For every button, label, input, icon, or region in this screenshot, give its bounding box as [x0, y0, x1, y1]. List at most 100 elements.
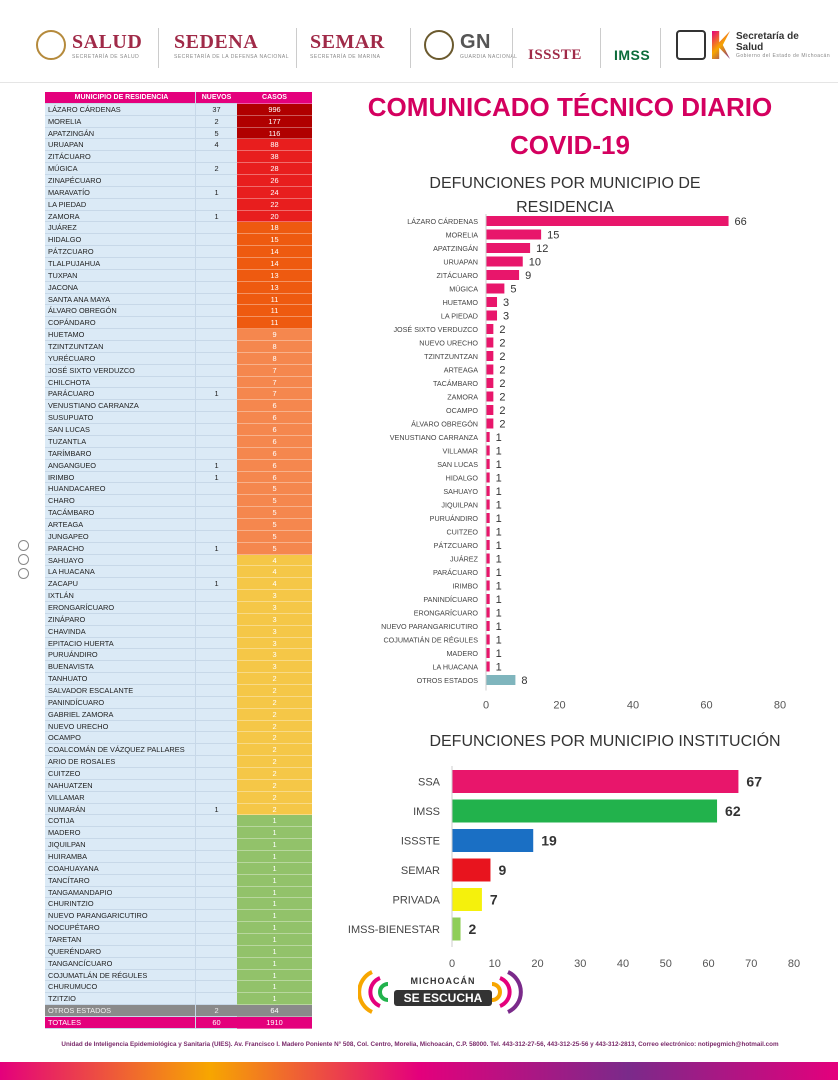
chart1-data-label: 1	[496, 446, 502, 458]
chart1-tick-label: 60	[700, 700, 712, 712]
cases-cell: 1	[237, 827, 312, 840]
cases-cell: 2	[237, 767, 312, 780]
chart1-category-label: ZITÁCUARO	[436, 271, 478, 280]
cases-cell: 1	[237, 886, 312, 899]
chart2-bar	[452, 917, 461, 941]
new-cases-cell	[195, 317, 237, 330]
cases-cell: 28	[237, 163, 312, 176]
new-cases-cell: 5	[195, 127, 237, 140]
municipality-cell: SAHUAYO	[45, 554, 195, 567]
chart1-data-label: 3	[503, 297, 509, 309]
chart1-data-label: 1	[496, 432, 502, 444]
brand-line2: SE ESCUCHA	[394, 990, 492, 1006]
cases-cell: 2	[237, 673, 312, 685]
cases-cell: 2	[237, 720, 312, 733]
chart1-data-label: 2	[499, 351, 505, 363]
municipality-cell: TANHUATO	[45, 673, 195, 685]
municipality-cell: TARÍMBARO	[45, 447, 195, 460]
municipality-cell: ARIO DE ROSALES	[45, 756, 195, 768]
table-row: MARAVATÍO 1 24	[45, 186, 312, 199]
chart1-category-label: IRIMBO	[452, 582, 478, 591]
cases-cell: 2	[237, 791, 312, 804]
chart2-data-label: 62	[725, 803, 741, 819]
cases-cell: 996	[237, 103, 312, 116]
cases-cell: 1	[237, 898, 312, 911]
table-row: OCAMPO 2	[45, 732, 312, 745]
table-row-totales: TOTALES 60 1910	[45, 1017, 312, 1029]
municipality-cell: CHILCHOTA	[45, 376, 195, 389]
table-row: YURÉCUARO 8	[45, 352, 312, 365]
chart1-category-label: COJUMATIÁN DE RÉGULES	[383, 636, 478, 645]
table-row: TARETAN 1	[45, 934, 312, 946]
cases-cell: 6	[237, 447, 312, 460]
municipality-cell: TANGANCÍCUARO	[45, 957, 195, 970]
chart1-data-label: 2	[499, 324, 505, 336]
cases-cell: 1	[237, 981, 312, 994]
logo-gn: GN GUARDIA NACIONAL	[424, 20, 517, 70]
gn-seal-icon	[424, 30, 454, 60]
cases-cell: 1	[237, 862, 312, 875]
table-row: PURUÁNDIRO 3	[45, 649, 312, 662]
divider	[410, 28, 411, 68]
cases-cell: 88	[237, 139, 312, 152]
cases-cell: 1	[237, 969, 312, 982]
chart1-category-label: LA HUACANA	[432, 663, 478, 672]
cases-cell: 11	[237, 305, 312, 318]
new-cases-cell	[195, 590, 237, 602]
cases-cell: 177	[237, 115, 312, 128]
municipality-cell: MÚGICA	[45, 163, 195, 176]
chart1-category-label: JIQUILPAN	[441, 501, 478, 510]
chart1-bar	[486, 634, 490, 645]
new-cases-cell	[195, 696, 237, 709]
chart1-data-label: 12	[536, 243, 548, 255]
chart1-category-label: URUAPAN	[443, 258, 478, 267]
cases-cell: 6	[237, 471, 312, 484]
chart1-bar	[486, 513, 490, 523]
municipality-cell: COALCOMÁN DE VÁZQUEZ PALLARES	[45, 744, 195, 757]
chart1-bar	[486, 675, 516, 685]
municipality-cell: TANCÍTARO	[45, 874, 195, 887]
municipality-cell: ZITÁCUARO	[45, 151, 195, 164]
cases-cell: 1	[237, 851, 312, 863]
page-title: COMUNICADO TÉCNICO DIARIO COVID-19	[330, 88, 810, 164]
table-row: NUEVO PARANGARICUTIRO 1	[45, 910, 312, 923]
new-cases-cell	[195, 827, 237, 840]
table-row: CHARO 5	[45, 495, 312, 508]
municipality-cell: MADERO	[45, 827, 195, 840]
new-cases-cell	[195, 412, 237, 425]
municipality-cell: JUÁREZ	[45, 222, 195, 235]
cases-cell: 116	[237, 127, 312, 140]
cases-cell: 2	[237, 708, 312, 721]
table-row: ERONGARÍCUARO 3	[45, 601, 312, 614]
cases-cell: 4	[237, 554, 312, 567]
chart2-data-label: 67	[746, 774, 762, 790]
new-cases-cell	[195, 507, 237, 519]
cases-cell: 3	[237, 661, 312, 674]
municipality-cell: ZAMORA	[45, 210, 195, 223]
new-cases-cell	[195, 530, 237, 543]
logo-issste-text: ISSSTE	[528, 46, 582, 63]
logo-imss-text: IMSS	[614, 47, 651, 63]
cases-cell: 26	[237, 175, 312, 187]
chart1-bar	[486, 391, 494, 402]
new-cases-cell: 1	[195, 542, 237, 555]
chart1-category-label: LÁZARO CÁRDENAS	[407, 217, 478, 226]
new-cases-cell	[195, 922, 237, 935]
cases-cell: 1	[237, 945, 312, 958]
chart1-bar	[486, 594, 490, 604]
logo-sedena-sub: SECRETARÍA DE LA DEFENSA NACIONAL	[174, 53, 290, 60]
table-row: TANHUATO 2	[45, 673, 312, 685]
municipality-cell: MARAVATÍO	[45, 186, 195, 199]
cases-cell: 8	[237, 341, 312, 353]
new-cases-cell: 2	[195, 163, 237, 176]
table-row: JUÁREZ 18	[45, 222, 312, 235]
chart1-bar	[486, 445, 490, 456]
municipality-cell: COAHUAYANA	[45, 862, 195, 875]
chart1-data-label: 2	[499, 405, 505, 417]
chart1-data-label: 5	[510, 284, 516, 296]
municipality-cell: NUEVO URECHO	[45, 720, 195, 733]
chart1-bar	[486, 580, 490, 591]
chart2-category-label: IMSS	[413, 806, 440, 818]
chart2-tick-label: 20	[531, 958, 543, 970]
chart2-category-label: IMSS-BIENESTAR	[348, 924, 440, 936]
